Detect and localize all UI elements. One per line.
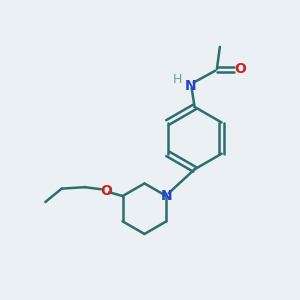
Text: H: H xyxy=(173,73,182,86)
Text: O: O xyxy=(234,62,246,76)
Text: O: O xyxy=(100,184,112,198)
Text: N: N xyxy=(160,189,172,203)
Text: N: N xyxy=(184,79,196,92)
